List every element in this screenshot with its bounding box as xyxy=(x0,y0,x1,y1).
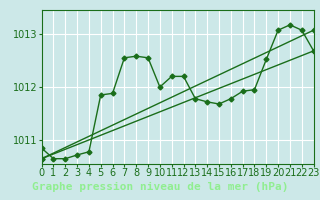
Text: Graphe pression niveau de la mer (hPa): Graphe pression niveau de la mer (hPa) xyxy=(32,182,288,192)
